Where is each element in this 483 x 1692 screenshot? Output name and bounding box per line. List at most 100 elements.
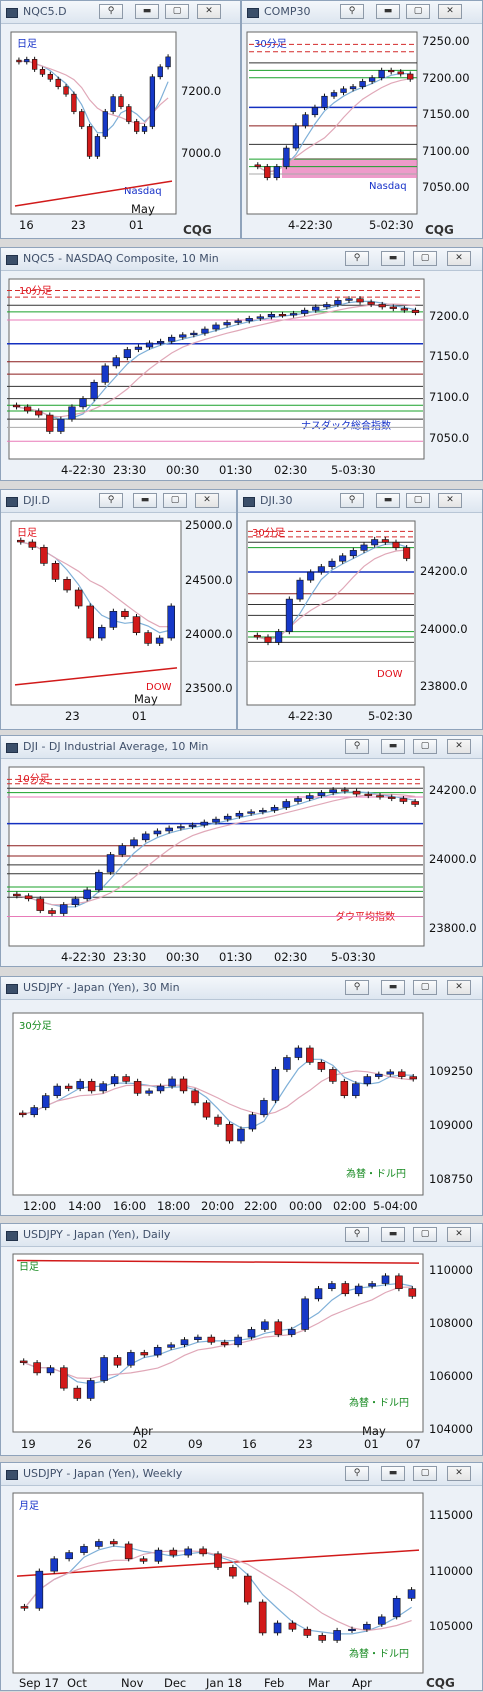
candle-body [50,1558,59,1572]
close-button[interactable]: ✕ [447,1466,471,1481]
title-bar[interactable]: COMP30 ⚲ ▬ ▢ ✕ [242,1,482,24]
link-button[interactable]: ⚲ [345,1227,369,1242]
x-tick: 18:00 [157,1199,190,1213]
y-tick: 23800.0 [429,921,477,935]
candle-body [35,1570,44,1609]
candle-body [86,1380,95,1399]
link-button[interactable]: ⚲ [345,1466,369,1481]
chart-comp30[interactable]: 30分足 Nasdaq 7250.00 7200.00 7150.00 7100… [242,1,483,240]
candle-body [311,107,319,116]
candle-body [367,301,375,305]
chart-nqc5-daily[interactable]: 日足 Nasdaq 7200.0 7000.0 16 23 01 May CQG [1,1,242,240]
chart-dji-10min[interactable]: 10分足 ダウ平均指数 24200.0 24000.0 23800.0 4-22… [1,736,483,968]
minimize-button[interactable]: ▬ [376,4,400,19]
candle-body [55,78,61,88]
plot-area [10,31,177,215]
title-bar[interactable]: USDJPY - Japan (Yen), Daily ⚲ ▬ ▢ ✕ [1,1224,482,1247]
candle-body [39,69,46,75]
x-tick: Oct [67,1676,87,1690]
candle-body [329,789,337,793]
x-tick: 01:30 [219,463,252,477]
candle-body [184,1548,193,1556]
window-title: USDJPY - Japan (Yen), Weekly [23,1467,183,1480]
link-button[interactable]: ⚲ [345,980,369,995]
title-bar[interactable]: DJI - DJ Industrial Average, 10 Min ⚲ ▬ … [1,736,482,759]
maximize-button[interactable]: ▢ [413,1466,437,1481]
candle-body [154,1549,163,1562]
minimize-button[interactable]: ▬ [381,980,405,995]
candle-body [349,550,357,557]
candle-body [314,1288,323,1300]
maximize-button[interactable]: ▢ [165,4,189,19]
title-bar[interactable]: USDJPY - Japan (Yen), 30 Min ⚲ ▬ ▢ ✕ [1,977,482,1000]
candle-body [282,801,291,808]
month-label: May [134,692,158,706]
link-button[interactable]: ⚲ [340,493,364,508]
maximize-button[interactable]: ▢ [406,4,430,19]
maximize-button[interactable]: ▢ [406,493,430,508]
minimize-button[interactable]: ▬ [133,493,157,508]
window-nasdaq-10min: NQC5 - NASDAQ Composite, 10 Min ⚲ ▬ ▢ ✕ … [0,247,483,481]
close-button[interactable]: ✕ [197,4,221,19]
close-button[interactable]: ✕ [438,4,462,19]
close-button[interactable]: ✕ [447,739,471,754]
title-bar[interactable]: USDJPY - Japan (Yen), Weekly ⚲ ▬ ▢ ✕ [1,1463,482,1486]
link-button[interactable]: ⚲ [345,251,369,266]
candle-body [264,166,271,178]
timeframe-label: 30分足 [254,38,287,50]
title-bar[interactable]: NQC5.D ⚲ ▬ ▢ ✕ [1,1,240,24]
chart-nasdaq-10min[interactable]: 10分足 ナスダック総合指数 7200.0 7150.0 7100.0 7050… [1,248,483,482]
title-bar[interactable]: DJI.D ⚲ ▬ ▢ ✕ [1,490,236,513]
chart-dji-30min[interactable]: 30分足 DOW 24200.0 24000.0 23800.0 4-22:30… [238,490,483,731]
candle-body [194,1336,202,1340]
minimize-button[interactable]: ▬ [381,739,405,754]
maximize-button[interactable]: ▢ [163,493,187,508]
chart-usdjpy-daily[interactable]: 日足 為替・ドル円 110000 108000 106000 104000 19… [1,1224,483,1457]
candle-body [79,398,87,408]
y-tick: 110000 [429,1263,473,1277]
link-button[interactable]: ⚲ [99,493,123,508]
cqg-logo: CQG [426,1676,455,1690]
maximize-button[interactable]: ▢ [413,980,437,995]
close-button[interactable]: ✕ [447,1227,471,1242]
link-button[interactable]: ⚲ [99,4,123,19]
minimize-button[interactable]: ▬ [381,251,405,266]
long-moving-average-line [16,1259,420,1264]
maximize-button[interactable]: ▢ [413,251,437,266]
candle-body [399,798,408,802]
link-button[interactable]: ⚲ [345,739,369,754]
maximize-button[interactable]: ▢ [413,1227,437,1242]
chart-usdjpy-30min[interactable]: 30分足 為替・ドル円 109250 109000 108750 12:00 1… [1,977,483,1217]
minimize-button[interactable]: ▬ [381,1227,405,1242]
candle-body [24,895,33,900]
link-button[interactable]: ⚲ [340,4,364,19]
candle-body [245,318,253,322]
candle-body [398,1071,406,1077]
candle-body [212,324,220,330]
maximize-button[interactable]: ▢ [413,739,437,754]
candle-body [212,818,220,823]
x-tick: 07 [406,1437,421,1451]
candle-body [395,1275,403,1289]
symbol-label: DOW [146,682,172,693]
candle-body [392,1598,401,1618]
x-tick: Jan 18 [205,1676,242,1690]
timeframe-label: 日足 [17,527,37,539]
candle-body [306,1047,314,1063]
candle-body [24,59,30,63]
title-bar[interactable]: DJI.30 ⚲ ▬ ▢ ✕ [238,490,482,513]
x-tick: 23 [71,218,86,232]
chart-usdjpy-weekly[interactable]: 月足 為替・ドル円 115000 110000 105000 Sep 17 Oc… [1,1463,483,1692]
minimize-button[interactable]: ▬ [135,4,159,19]
close-button[interactable]: ✕ [447,251,471,266]
close-button[interactable]: ✕ [447,980,471,995]
candle-body [149,76,156,127]
title-bar[interactable]: NQC5 - NASDAQ Composite, 10 Min ⚲ ▬ ▢ ✕ [1,248,482,271]
mid-moving-average-line [22,1070,414,1116]
candle-body [305,795,314,799]
minimize-button[interactable]: ▬ [381,1466,405,1481]
close-button[interactable]: ✕ [438,493,462,508]
minimize-button[interactable]: ▬ [376,493,400,508]
close-button[interactable]: ✕ [195,493,219,508]
chart-dji-daily[interactable]: 日足 DOW 25000.0 24500.0 24000.0 23500.0 2… [1,490,238,731]
